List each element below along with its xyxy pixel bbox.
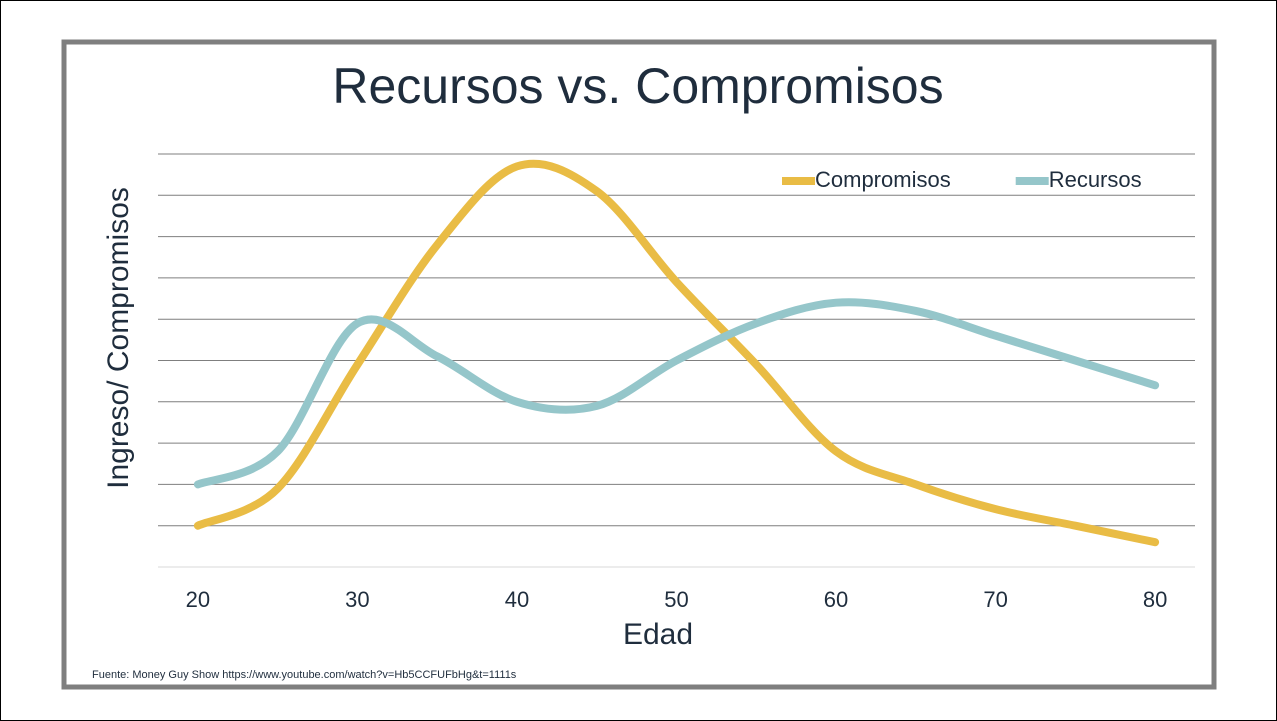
frame (61, 39, 1217, 690)
x-tick-label: 60 (824, 587, 848, 612)
x-tick-label: 30 (345, 587, 369, 612)
x-tick-label: 80 (1143, 587, 1167, 612)
x-tick-label: 20 (186, 587, 210, 612)
legend-label: Compromisos (815, 167, 951, 192)
series-line (193, 298, 1160, 489)
x-tick-label: 50 (664, 587, 688, 612)
x-axis-label: Edad (623, 618, 693, 651)
y-axis-label: Ingreso/ Compromisos (102, 187, 135, 489)
legend-label: Recursos (1049, 167, 1142, 192)
series-line (193, 159, 1160, 547)
x-tick-label: 70 (983, 587, 1007, 612)
chart-title: Recursos vs. Compromisos (332, 58, 943, 114)
source-note: Fuente: Money Guy Show https://www.youtu… (92, 669, 517, 681)
x-tick-label: 40 (505, 587, 529, 612)
